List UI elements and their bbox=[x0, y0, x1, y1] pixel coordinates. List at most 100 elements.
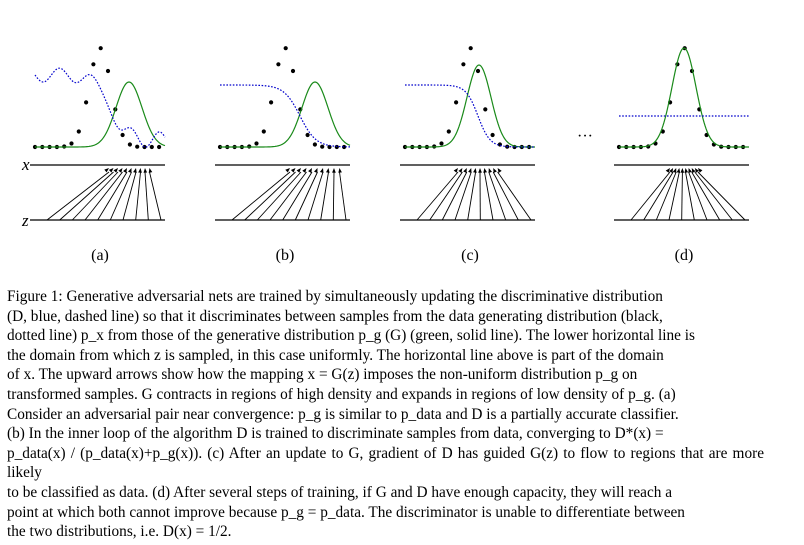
data-dot bbox=[290, 68, 296, 74]
mapping-arrow bbox=[697, 171, 746, 221]
mapping-arrow bbox=[681, 171, 683, 221]
arrowhead bbox=[319, 168, 324, 173]
arrowhead bbox=[128, 168, 132, 173]
arrowhead bbox=[463, 168, 467, 173]
mapping-arrow bbox=[244, 171, 296, 221]
data-dot bbox=[320, 144, 325, 149]
mapping-arrow bbox=[691, 171, 721, 221]
z-axis-label: z bbox=[21, 211, 29, 230]
mapping-arrow bbox=[122, 171, 137, 221]
arrowhead bbox=[691, 168, 696, 173]
arrowhead bbox=[697, 168, 703, 173]
arrowhead bbox=[488, 168, 492, 173]
caption-line: (b) In the inner loop of the algorithm D… bbox=[7, 425, 664, 443]
data-dot bbox=[490, 132, 495, 138]
data-dot bbox=[305, 132, 310, 138]
arrowhead bbox=[332, 168, 336, 173]
caption-line: Consider an adversarial pair near conver… bbox=[7, 405, 679, 423]
discriminator-curve bbox=[34, 67, 166, 148]
mapping-arrow bbox=[231, 171, 291, 221]
panel-label: (b) bbox=[276, 247, 295, 264]
arrowhead bbox=[290, 168, 296, 173]
mapping-arrow bbox=[282, 171, 313, 221]
mapping-arrow bbox=[135, 171, 141, 221]
arrowhead bbox=[285, 168, 290, 173]
mapping-arrow bbox=[497, 171, 532, 221]
mapping-arrow bbox=[269, 171, 307, 221]
ellipsis: ··· bbox=[577, 128, 593, 145]
arrowhead bbox=[473, 168, 477, 173]
arrowhead bbox=[483, 168, 487, 173]
arrowhead bbox=[108, 168, 114, 173]
data-dot bbox=[76, 129, 81, 134]
mapping-arrow bbox=[441, 171, 468, 221]
arrowhead bbox=[338, 168, 342, 173]
arrowhead bbox=[314, 168, 318, 173]
mapping-arrow bbox=[307, 171, 324, 221]
caption-line: point at which both cannot improve becau… bbox=[7, 503, 685, 521]
mapping-arrow bbox=[332, 171, 335, 221]
data-dot bbox=[454, 100, 459, 105]
figure-caption: Figure 1: Generative adversarial nets ar… bbox=[7, 287, 764, 542]
x-axis-label: x bbox=[21, 155, 30, 174]
arrowhead bbox=[118, 168, 123, 173]
generator-curve bbox=[619, 47, 749, 148]
arrowhead bbox=[669, 168, 674, 173]
arrowhead bbox=[302, 168, 307, 173]
mapping-arrow bbox=[416, 171, 459, 221]
caption-line: the two distributions, i.e. D(x) = 1/2. bbox=[7, 523, 232, 541]
data-dot bbox=[91, 62, 96, 67]
arrowhead bbox=[478, 168, 482, 173]
arrowhead bbox=[684, 168, 689, 173]
panel-label: (a) bbox=[91, 247, 109, 264]
mapping-arrow bbox=[256, 171, 302, 221]
caption-line: of x. The upward arrows show how the map… bbox=[7, 366, 638, 384]
mapping-arrow bbox=[488, 171, 507, 221]
data-dot bbox=[98, 46, 103, 51]
data-dot bbox=[157, 144, 162, 150]
arrowhead bbox=[113, 168, 118, 173]
data-dot bbox=[120, 132, 125, 138]
arrowhead bbox=[676, 168, 681, 173]
data-dot bbox=[69, 141, 74, 146]
data-dot bbox=[276, 62, 281, 67]
arrowhead bbox=[326, 168, 330, 173]
generator-curve bbox=[220, 81, 351, 148]
caption-line: p_data(x) / (p_data(x)+p_g(x)). (c) Afte… bbox=[7, 444, 764, 482]
arrowhead bbox=[458, 168, 463, 173]
caption-line: (D, blue, dashed line) so that it discri… bbox=[7, 307, 663, 325]
caption-line: Figure 1: Generative adversarial nets ar… bbox=[7, 288, 663, 305]
data-dot bbox=[283, 46, 288, 51]
caption-line: transformed samples. G contracts in regi… bbox=[7, 385, 676, 403]
data-dot bbox=[334, 144, 339, 150]
generator-curve bbox=[405, 64, 535, 148]
arrowhead bbox=[308, 168, 312, 173]
arrowhead bbox=[138, 168, 142, 173]
mapping-arrow bbox=[429, 171, 463, 221]
mapping-arrow bbox=[320, 171, 329, 221]
panel-label: (d) bbox=[675, 247, 694, 264]
gan-figure: (a) (b) (c) (d) x z ··· bbox=[21, 46, 749, 264]
data-dot bbox=[475, 68, 481, 74]
caption-line: to be classified as data. (d) After seve… bbox=[7, 483, 673, 501]
data-dot bbox=[149, 144, 154, 150]
mapping-arrow bbox=[149, 171, 162, 221]
caption-line: the domain from which z is sampled, in t… bbox=[7, 346, 664, 364]
mapping-arrow bbox=[97, 171, 128, 221]
data-dot bbox=[446, 129, 451, 134]
arrowhead bbox=[694, 168, 699, 173]
mapping-arrow bbox=[84, 171, 123, 221]
data-dot bbox=[468, 46, 473, 51]
arrowhead bbox=[143, 168, 148, 173]
arrowhead bbox=[104, 168, 109, 173]
mapping-arrow bbox=[655, 171, 677, 221]
data-dot bbox=[127, 142, 132, 147]
mapping-arrow bbox=[59, 171, 114, 221]
arrowhead bbox=[468, 168, 472, 173]
arrowhead bbox=[123, 168, 127, 173]
mapping-arrow bbox=[46, 171, 110, 221]
data-dot bbox=[261, 129, 266, 134]
mapping-arrow bbox=[454, 171, 472, 221]
discriminator-curve bbox=[405, 84, 536, 148]
caption-line: dotted line) p_x from those of the gener… bbox=[7, 327, 695, 345]
